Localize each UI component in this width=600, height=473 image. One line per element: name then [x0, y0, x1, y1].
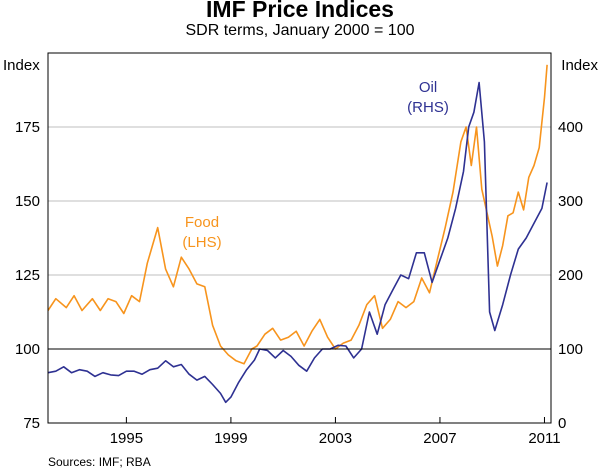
right-tick-label: 400 — [558, 119, 583, 136]
x-tick-label: 2003 — [319, 430, 352, 447]
right-tick-label: 0 — [558, 415, 566, 432]
oil-series-label: Oil — [419, 79, 437, 96]
chart-subtitle: SDR terms, January 2000 = 100 — [185, 22, 415, 39]
oil-series-axis-note: (RHS) — [407, 99, 449, 116]
right-axis-label: Index — [561, 57, 598, 74]
left-tick-label: 150 — [15, 193, 40, 210]
food-series-line — [47, 64, 548, 365]
source-note: Sources: IMF; RBA — [48, 455, 151, 469]
left-tick-label: 100 — [15, 341, 40, 358]
left-tick-label: 175 — [15, 119, 40, 136]
x-tick-label: 1999 — [214, 430, 247, 447]
chart-title: IMF Price Indices — [206, 0, 394, 22]
left-tick-label: 75 — [23, 415, 40, 432]
gridlines — [48, 126, 551, 350]
food-series-label: Food — [185, 214, 219, 231]
oil-series-line — [47, 81, 548, 404]
plot-frame — [47, 52, 552, 424]
right-tick-label: 200 — [558, 267, 583, 284]
x-tick-label: 2011 — [528, 430, 560, 447]
series-layer — [47, 64, 548, 404]
right-tick-label: 100 — [558, 341, 583, 358]
x-tick-label: 2007 — [423, 430, 456, 447]
food-series-axis-note: (LHS) — [182, 234, 221, 251]
x-tick-label: 1995 — [110, 430, 143, 447]
left-tick-label: 125 — [15, 267, 40, 284]
left-axis-label: Index — [3, 57, 40, 74]
right-tick-label: 300 — [558, 193, 583, 210]
axis-layer: 75 100 125 150 175 0 100 200 300 400 1995 1999 2003 2… — [15, 119, 583, 447]
